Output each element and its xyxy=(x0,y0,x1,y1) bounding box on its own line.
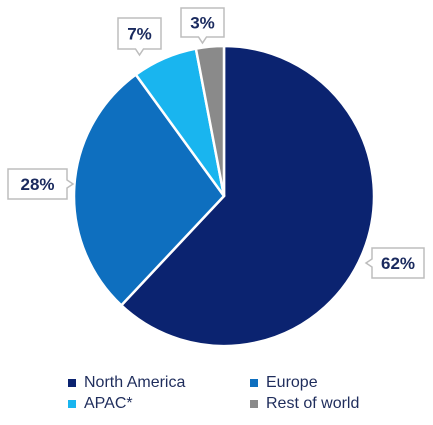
callout-rest-of-world: 3% xyxy=(180,7,225,45)
data-label-apac: 7% xyxy=(127,25,152,44)
data-label-north-america: 62% xyxy=(381,254,415,273)
data-label-europe: 28% xyxy=(20,175,54,194)
legend-label-north-america: North America xyxy=(84,374,186,391)
legend-item-apac: APAC* xyxy=(68,394,250,414)
legend-swatch-rest-of-world xyxy=(250,400,258,408)
legend: North America Europe APAC* Rest of world xyxy=(68,373,408,414)
callout-box-north-america xyxy=(364,247,425,279)
callout-box-apac xyxy=(117,17,162,57)
legend-label-apac: APAC* xyxy=(84,395,133,412)
legend-item-europe: Europe xyxy=(250,373,408,393)
pie-slice-rest-of-world xyxy=(194,44,226,198)
legend-item-north-america: North America xyxy=(68,373,250,393)
callout-north-america: 62% xyxy=(364,247,425,279)
legend-item-rest-of-world: Rest of world xyxy=(250,394,408,414)
callout-box-europe xyxy=(7,168,75,200)
callout-box-rest-of-world xyxy=(180,7,225,45)
legend-swatch-north-america xyxy=(68,379,76,387)
callout-europe: 28% xyxy=(7,168,75,200)
legend-label-europe: Europe xyxy=(266,374,318,391)
data-label-rest-of-world: 3% xyxy=(190,14,215,33)
pie-slice-europe xyxy=(72,73,226,307)
legend-swatch-apac xyxy=(68,400,76,408)
pie-chart: 62% 28% 7% 3% xyxy=(7,7,425,348)
legend-label-rest-of-world: Rest of world xyxy=(266,395,360,412)
pie-slice-north-america xyxy=(120,44,376,348)
callout-apac: 7% xyxy=(117,17,162,57)
legend-swatch-europe xyxy=(250,379,258,387)
